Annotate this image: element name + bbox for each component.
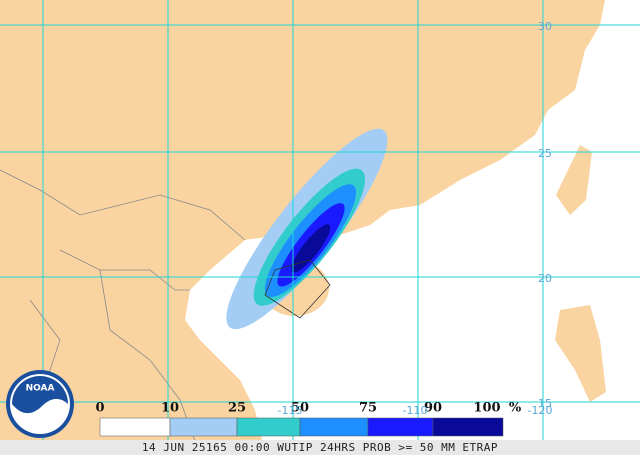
graticule	[0, 0, 640, 440]
lon-label: -110	[403, 404, 428, 417]
lat-label: 15	[538, 397, 552, 410]
caption-band	[0, 440, 640, 455]
legend-label: 75	[359, 401, 377, 416]
legend-swatch	[367, 417, 434, 437]
lat-label: 30	[538, 20, 552, 33]
caption: 14 JUN 25165 00:00 WUTIP 24HRS PROB >= 5…	[142, 441, 498, 454]
luzon	[555, 305, 606, 402]
legend-swatch	[236, 417, 301, 437]
logo-text: NOAA	[26, 384, 55, 394]
legend-swatch	[99, 417, 171, 437]
hainan-coast	[264, 259, 331, 319]
logo: NOAA	[6, 370, 74, 438]
legend: 0 10 25 50 75 90 100%	[95, 401, 522, 437]
probability	[226, 128, 388, 330]
legend-swatch	[299, 417, 369, 437]
legend-label: 25	[228, 401, 246, 416]
legend-label: 0	[95, 401, 104, 416]
legend-label: 90	[424, 401, 442, 416]
legend-unit: %	[509, 401, 522, 416]
lon-label: -120	[528, 404, 553, 417]
taiwan	[556, 145, 592, 215]
lon-label: -115	[278, 404, 303, 417]
legend-label: 10	[161, 401, 179, 416]
legend-swatch	[169, 417, 238, 437]
lat-label: 20	[538, 272, 552, 285]
lat-label: 25	[538, 147, 552, 160]
legend-label: 50	[291, 401, 309, 416]
legend-swatch	[432, 417, 504, 437]
legend-label: 100	[473, 401, 500, 416]
